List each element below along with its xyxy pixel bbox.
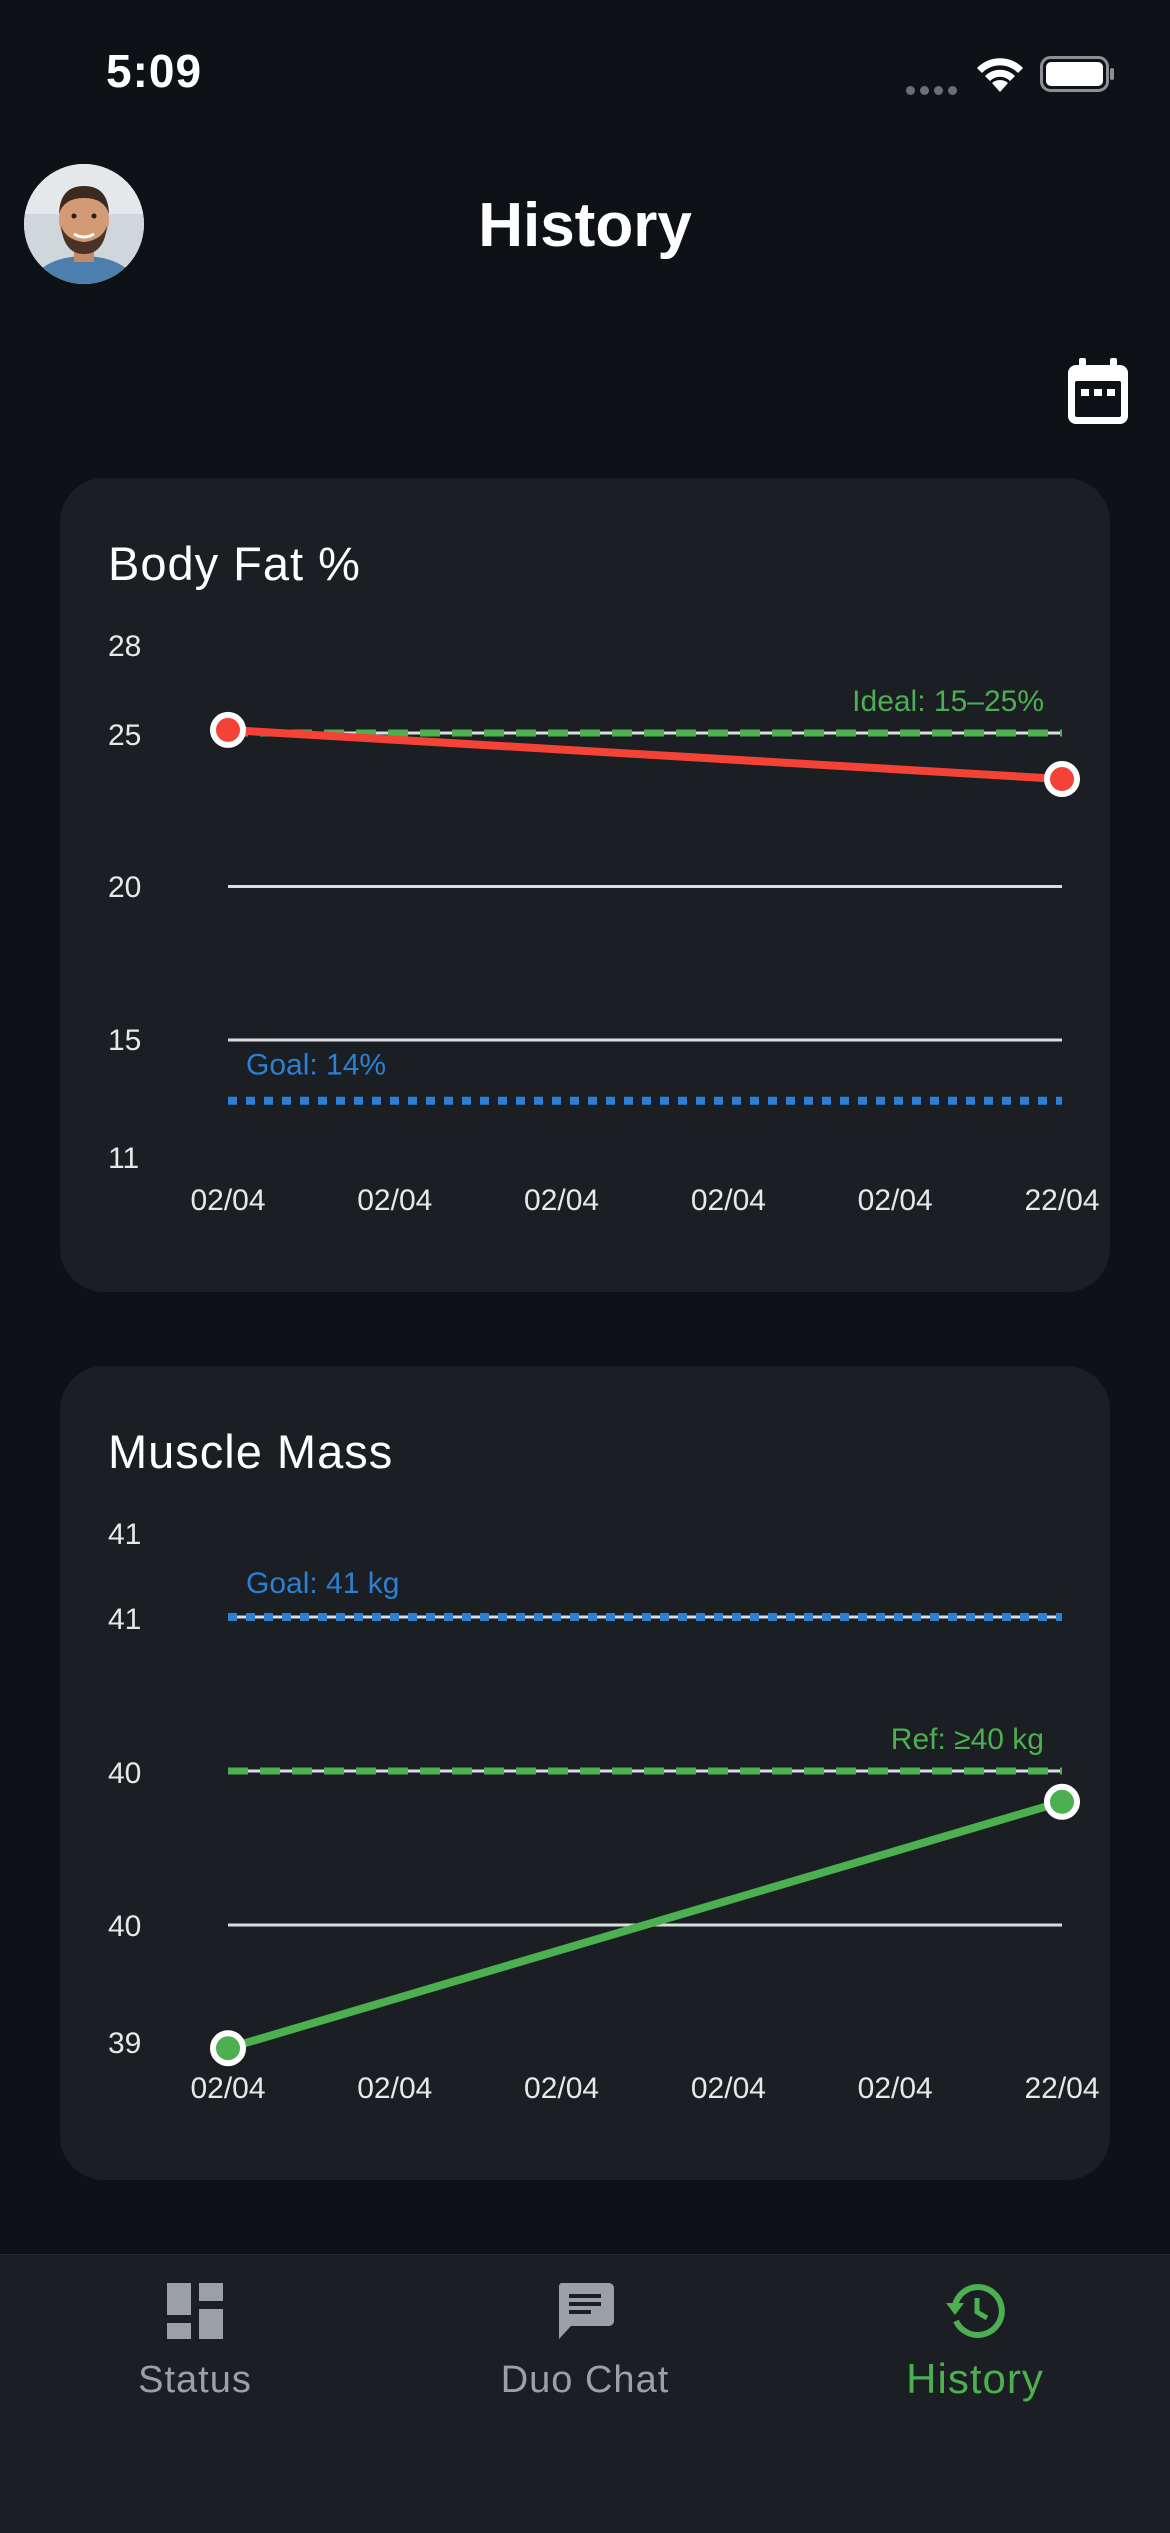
x-tick-label: 02/04 [190,2072,265,2105]
history-icon [946,2284,1005,2338]
x-tick-label: 02/04 [691,2072,766,2105]
avatar-photo [24,164,144,284]
cellular-signal-icon [906,82,962,100]
body-fat-chart: Ideal: 15–25% Goal: 14% 28 25 20 15 11 02/04 02/… [108,630,1100,1217]
x-tick-label: 02/04 [858,1184,933,1217]
battery-icon [1040,56,1114,92]
series-line [224,1797,1066,2053]
page-title: History [478,191,692,260]
wifi-icon [977,58,1023,92]
calendar-icon[interactable] [1066,358,1130,426]
series-line [224,725,1066,784]
y-tick-label: 40 [108,1757,141,1790]
tab-label: Status [138,2359,252,2401]
tab-label: Duo Chat [500,2359,670,2401]
goal-label: Goal: 41 kg [246,1567,399,1600]
x-tick-label: 02/04 [357,1184,432,1217]
y-tick-label: 25 [108,719,141,752]
chat-icon [558,2283,614,2339]
y-tick-label: 39 [108,2027,141,2060]
y-tick-label: 11 [108,1142,139,1175]
tab-duo-chat[interactable]: Duo Chat [390,2255,780,2455]
muscle-mass-chart: Ref: ≥40 kg Goal: 41 kg 41 41 40 40 39 02/04 02/… [108,1518,1100,2105]
x-tick-label: 02/04 [691,1184,766,1217]
y-tick-label: 40 [108,1910,141,1943]
tab-history[interactable]: History [780,2255,1170,2455]
data-point [210,2030,246,2067]
chart-title: Body Fat % [108,537,361,590]
tab-label: History [906,2355,1044,2402]
y-tick-label: 28 [108,630,141,663]
header: History [0,150,1170,300]
status-time: 5:09 [106,45,203,97]
x-tick-label: 22/04 [1024,1184,1099,1217]
avatar[interactable] [24,164,144,284]
x-tick-label: 02/04 [858,2072,933,2105]
data-point [1044,761,1080,798]
x-tick-label: 22/04 [1024,2072,1099,2105]
body-fat-chart-card: Body Fat % Ideal: 15–25% Goal: 14% 28 25 20 1… [60,478,1110,1292]
x-tick-label: 02/04 [190,1184,265,1217]
status-bar: 5:09 [0,0,1170,140]
x-tick-label: 02/04 [524,2072,599,2105]
y-tick-label: 15 [108,1024,141,1057]
data-point [1044,1783,1080,1820]
tab-bar: Status Duo Chat History [0,2254,1170,2533]
chart-title: Muscle Mass [108,1425,394,1478]
muscle-mass-chart-card: Muscle Mass Ref: ≥40 kg Goal: 41 kg 41 41 40… [60,1366,1110,2180]
y-tick-label: 41 [108,1603,141,1636]
ideal-label: Ref: ≥40 kg [891,1723,1044,1756]
goal-label: Goal: 14% [246,1049,386,1082]
tab-status[interactable]: Status [0,2255,390,2455]
data-point [210,711,246,748]
ideal-label: Ideal: 15–25% [852,685,1044,718]
y-tick-label: 41 [108,1518,141,1551]
y-tick-label: 20 [108,871,141,904]
x-tick-label: 02/04 [524,1184,599,1217]
x-tick-label: 02/04 [357,2072,432,2105]
dashboard-icon [167,2283,223,2339]
